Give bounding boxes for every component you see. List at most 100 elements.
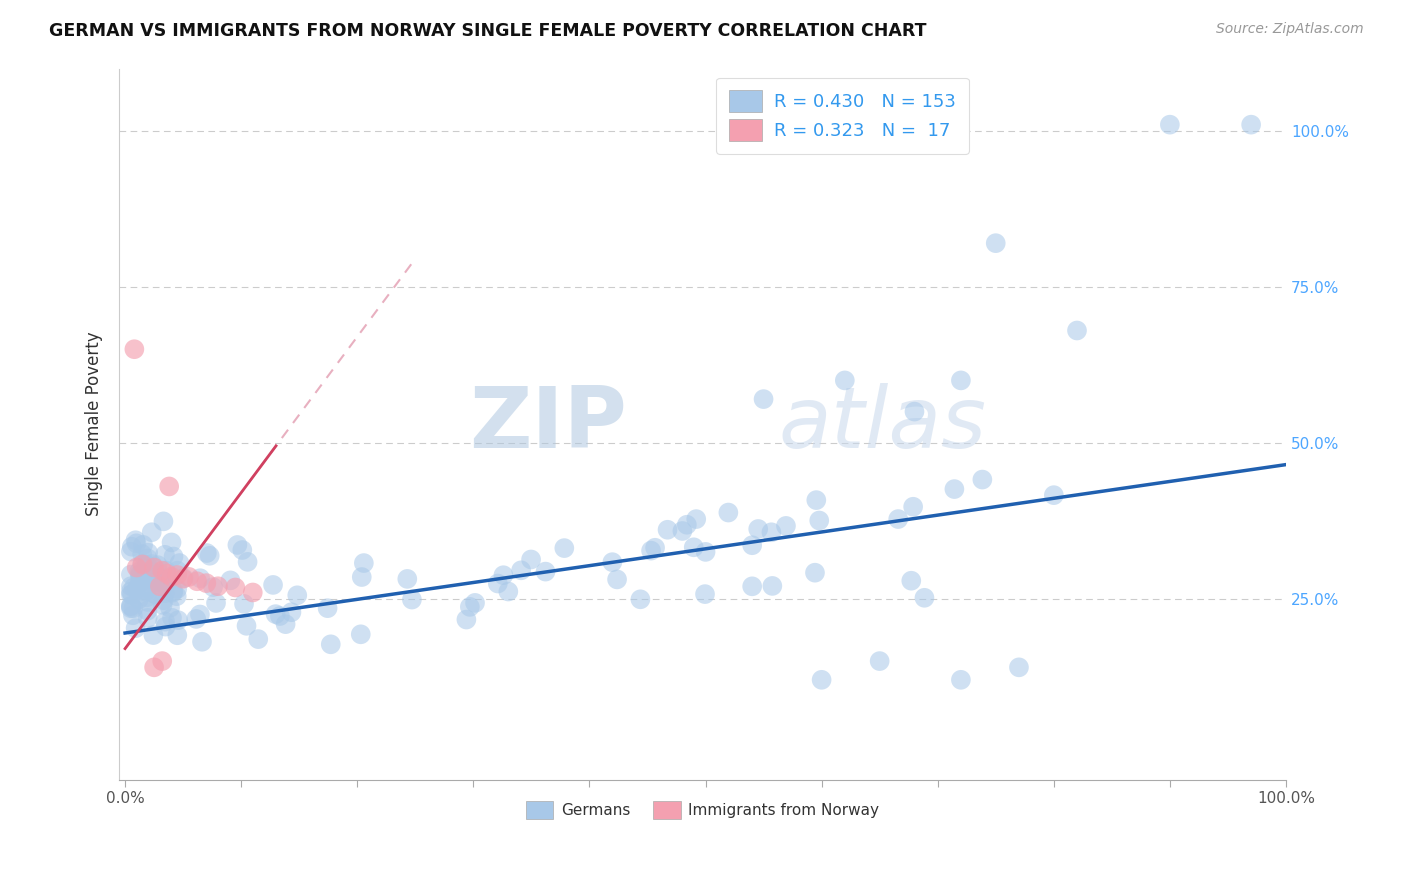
Point (142, 565, 165, 579)
Text: Source: ZipAtlas.com: Source: ZipAtlas.com (1216, 22, 1364, 37)
Point (458, 599, 481, 614)
Point (264, 607, 287, 621)
Point (806, 493, 828, 508)
Point (136, 611, 159, 625)
Y-axis label: Single Female Poverty: Single Female Poverty (86, 332, 103, 516)
Point (159, 600, 181, 615)
Point (606, 573, 628, 587)
Point (644, 541, 666, 555)
Point (124, 621, 146, 635)
Point (676, 517, 699, 532)
Point (173, 571, 195, 585)
Point (152, 598, 174, 612)
Point (685, 512, 707, 526)
Point (456, 613, 478, 627)
Point (166, 568, 188, 582)
Point (129, 574, 152, 589)
Point (195, 576, 218, 591)
Point (120, 588, 142, 602)
Point (149, 575, 172, 590)
Point (510, 563, 533, 577)
Point (628, 592, 651, 607)
Point (949, 373, 972, 387)
Point (129, 573, 152, 587)
Point (224, 581, 246, 595)
Point (136, 595, 159, 609)
Point (121, 587, 143, 601)
Point (186, 574, 208, 589)
Point (834, 373, 856, 387)
Point (146, 565, 169, 579)
Point (682, 541, 704, 555)
Point (319, 637, 342, 651)
Point (125, 536, 148, 550)
Point (160, 611, 183, 625)
Point (1008, 660, 1031, 674)
Point (752, 392, 775, 406)
Point (146, 558, 169, 573)
Point (136, 551, 159, 566)
Point (274, 617, 297, 632)
Point (150, 574, 173, 589)
Point (131, 547, 153, 561)
Point (1066, 324, 1088, 338)
Point (534, 565, 557, 579)
Point (128, 592, 150, 607)
Point (972, 473, 994, 487)
Point (353, 556, 375, 570)
Point (657, 523, 679, 537)
Point (186, 612, 208, 626)
Point (205, 596, 228, 610)
Point (172, 572, 194, 586)
Point (135, 558, 157, 572)
Point (149, 574, 172, 589)
Point (157, 479, 180, 493)
Point (134, 558, 156, 573)
Point (143, 566, 166, 580)
Point (741, 538, 763, 552)
Point (761, 525, 783, 540)
Point (153, 586, 176, 600)
Legend: Germans, Immigrants from Norway: Germans, Immigrants from Norway (520, 795, 886, 825)
Point (231, 543, 253, 558)
Point (492, 568, 515, 582)
Point (198, 549, 221, 563)
Point (761, 579, 783, 593)
Point (145, 568, 167, 582)
Point (132, 538, 155, 552)
Point (162, 549, 184, 564)
Point (316, 601, 339, 615)
Point (207, 579, 229, 593)
Point (717, 506, 740, 520)
Point (486, 576, 509, 591)
Point (153, 615, 176, 629)
Point (188, 571, 211, 585)
Point (166, 589, 188, 603)
Point (150, 654, 173, 668)
Point (804, 566, 827, 580)
Point (949, 673, 972, 687)
Point (134, 572, 156, 586)
Point (162, 585, 184, 599)
Point (775, 519, 797, 533)
Point (143, 560, 166, 574)
Point (146, 574, 169, 589)
Point (120, 599, 142, 613)
Point (202, 580, 225, 594)
Point (695, 545, 717, 559)
Point (1043, 488, 1066, 502)
Point (671, 524, 693, 538)
Point (128, 574, 150, 588)
Point (191, 634, 214, 648)
Point (350, 627, 373, 641)
Point (166, 628, 188, 642)
Point (242, 585, 264, 599)
Point (160, 570, 183, 584)
Point (125, 582, 148, 596)
Point (280, 605, 302, 619)
Point (128, 567, 150, 582)
Point (136, 604, 159, 618)
Point (129, 574, 152, 589)
Point (131, 558, 153, 572)
Point (142, 628, 165, 642)
